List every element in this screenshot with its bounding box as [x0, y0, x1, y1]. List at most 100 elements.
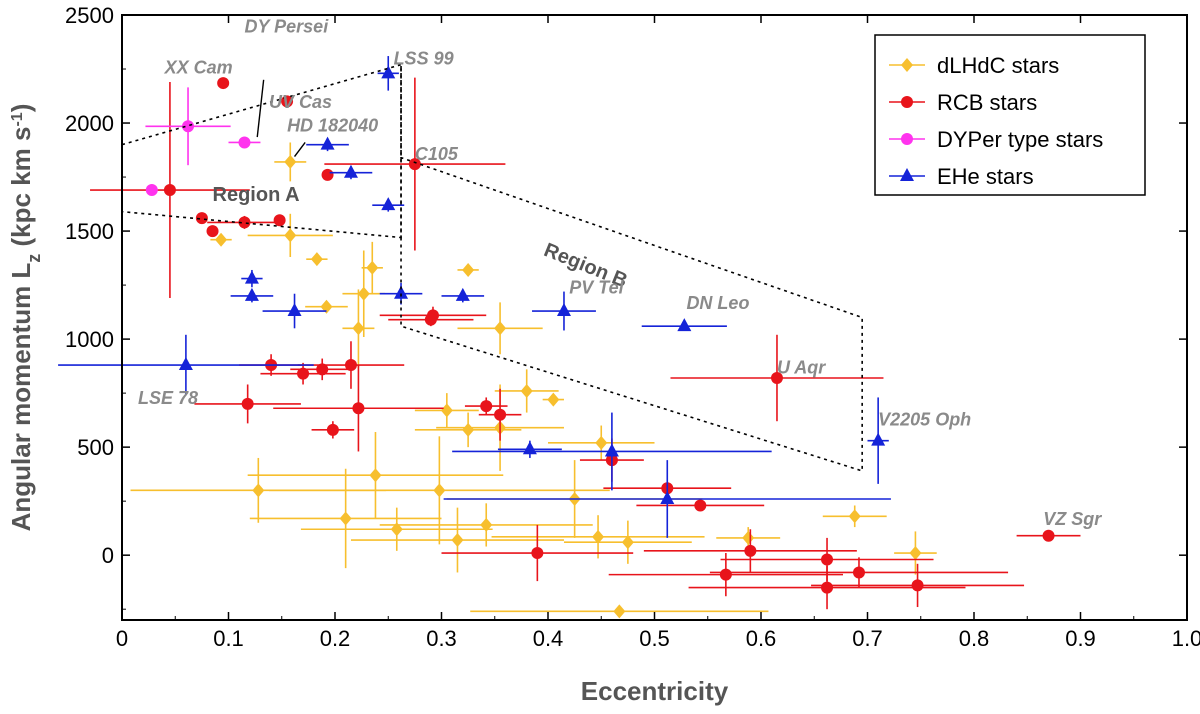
circle-marker	[408, 158, 421, 171]
star-annotation: V2205 Oph	[878, 410, 971, 430]
data-point	[230, 287, 274, 303]
star-annotation: C105	[415, 144, 459, 164]
y-tick-label: 2500	[65, 3, 114, 28]
data-point	[441, 287, 485, 303]
triangle-marker	[320, 136, 335, 150]
legend-circle-marker	[901, 133, 913, 145]
triangle-marker	[660, 491, 675, 504]
data-point	[811, 563, 1025, 608]
data-point	[372, 197, 405, 212]
legend-item: RCB stars	[889, 90, 1037, 115]
x-tick-label: 0.3	[426, 626, 457, 651]
series-dlhdc-stars	[130, 142, 937, 619]
diamond-marker	[494, 321, 507, 336]
x-tick-label: 1.0	[1172, 626, 1200, 651]
legend-circle-marker	[901, 96, 913, 108]
series-ehe-stars	[58, 56, 891, 538]
triangle-marker	[522, 441, 537, 455]
diamond-marker	[369, 468, 382, 483]
data-point	[300, 507, 493, 551]
data-point	[206, 225, 219, 238]
data-point	[247, 213, 333, 257]
circle-marker	[821, 581, 834, 594]
x-tick-label: 0	[116, 626, 128, 651]
star-annotation: HD 182040	[287, 116, 378, 136]
data-point	[342, 289, 375, 368]
circle-marker	[182, 120, 195, 133]
data-point	[894, 531, 937, 575]
legend-item: DYPer type stars	[889, 127, 1103, 152]
star-annotation: DY Persei	[244, 16, 329, 36]
data-point	[457, 262, 479, 277]
x-tick-label: 0.5	[639, 626, 670, 651]
diamond-marker	[433, 483, 446, 498]
circle-marker	[238, 136, 251, 149]
data-point	[636, 499, 765, 512]
triangle-marker	[394, 285, 409, 299]
diamond-marker	[848, 509, 861, 524]
diamond-marker	[480, 517, 493, 532]
circle-marker	[911, 579, 924, 592]
circle-marker	[206, 225, 219, 238]
data-point	[643, 529, 857, 573]
legend-triangle-marker	[900, 168, 914, 181]
region-a-label: Region A	[213, 184, 300, 206]
diamond-marker	[390, 522, 403, 537]
y-axis-title-main: Angular momentum L	[6, 263, 36, 532]
diamond-marker	[547, 392, 560, 407]
data-point	[342, 250, 386, 337]
circle-marker	[145, 184, 158, 197]
leader-line	[256, 79, 265, 138]
leader-line	[293, 142, 306, 157]
triangle-marker	[455, 287, 470, 301]
data-point	[379, 503, 593, 547]
triangle-marker	[871, 432, 886, 446]
y-tick-label: 1000	[65, 327, 114, 352]
circle-marker	[163, 184, 176, 197]
circle-marker	[344, 359, 357, 372]
data-point	[305, 299, 348, 314]
diamond-marker	[592, 529, 605, 544]
data-point	[491, 515, 705, 559]
diamond-marker	[215, 232, 228, 247]
y-tick-label: 500	[77, 435, 114, 460]
data-point	[90, 81, 250, 299]
data-point	[195, 212, 208, 225]
data-point	[145, 184, 158, 197]
diamond-marker	[440, 403, 453, 418]
data-marks	[58, 56, 1081, 619]
legend-label: EHe stars	[937, 164, 1034, 189]
data-point	[452, 412, 772, 491]
data-point	[414, 393, 479, 428]
diamond-marker	[357, 286, 370, 301]
data-point	[274, 142, 307, 182]
triangle-marker	[287, 303, 302, 317]
circle-marker	[326, 423, 339, 436]
data-point	[822, 505, 887, 528]
data-point	[249, 468, 442, 569]
circle-marker	[852, 566, 865, 579]
y-axis-title-units: (kpc km s	[6, 127, 36, 254]
diamond-marker	[520, 383, 533, 398]
data-point	[532, 291, 596, 331]
legend-diamond-marker	[901, 58, 913, 72]
triangle-marker	[178, 357, 193, 371]
star-annotation: U Aqr	[777, 358, 826, 378]
data-point	[268, 436, 610, 545]
data-point	[247, 432, 504, 519]
circle-marker	[1042, 529, 1055, 542]
data-point	[494, 369, 559, 413]
data-point	[329, 164, 373, 180]
diamond-marker	[613, 604, 626, 619]
y-axis-title-sub: z	[24, 254, 44, 263]
diamond-marker	[284, 228, 297, 243]
data-point	[478, 388, 522, 441]
data-point	[548, 425, 655, 461]
x-tick-label: 0.1	[213, 626, 244, 651]
x-tick-label: 0.9	[1065, 626, 1096, 651]
circle-marker	[744, 544, 757, 557]
y-axis-title-sup: -1	[9, 112, 26, 126]
circle-marker	[821, 553, 834, 566]
